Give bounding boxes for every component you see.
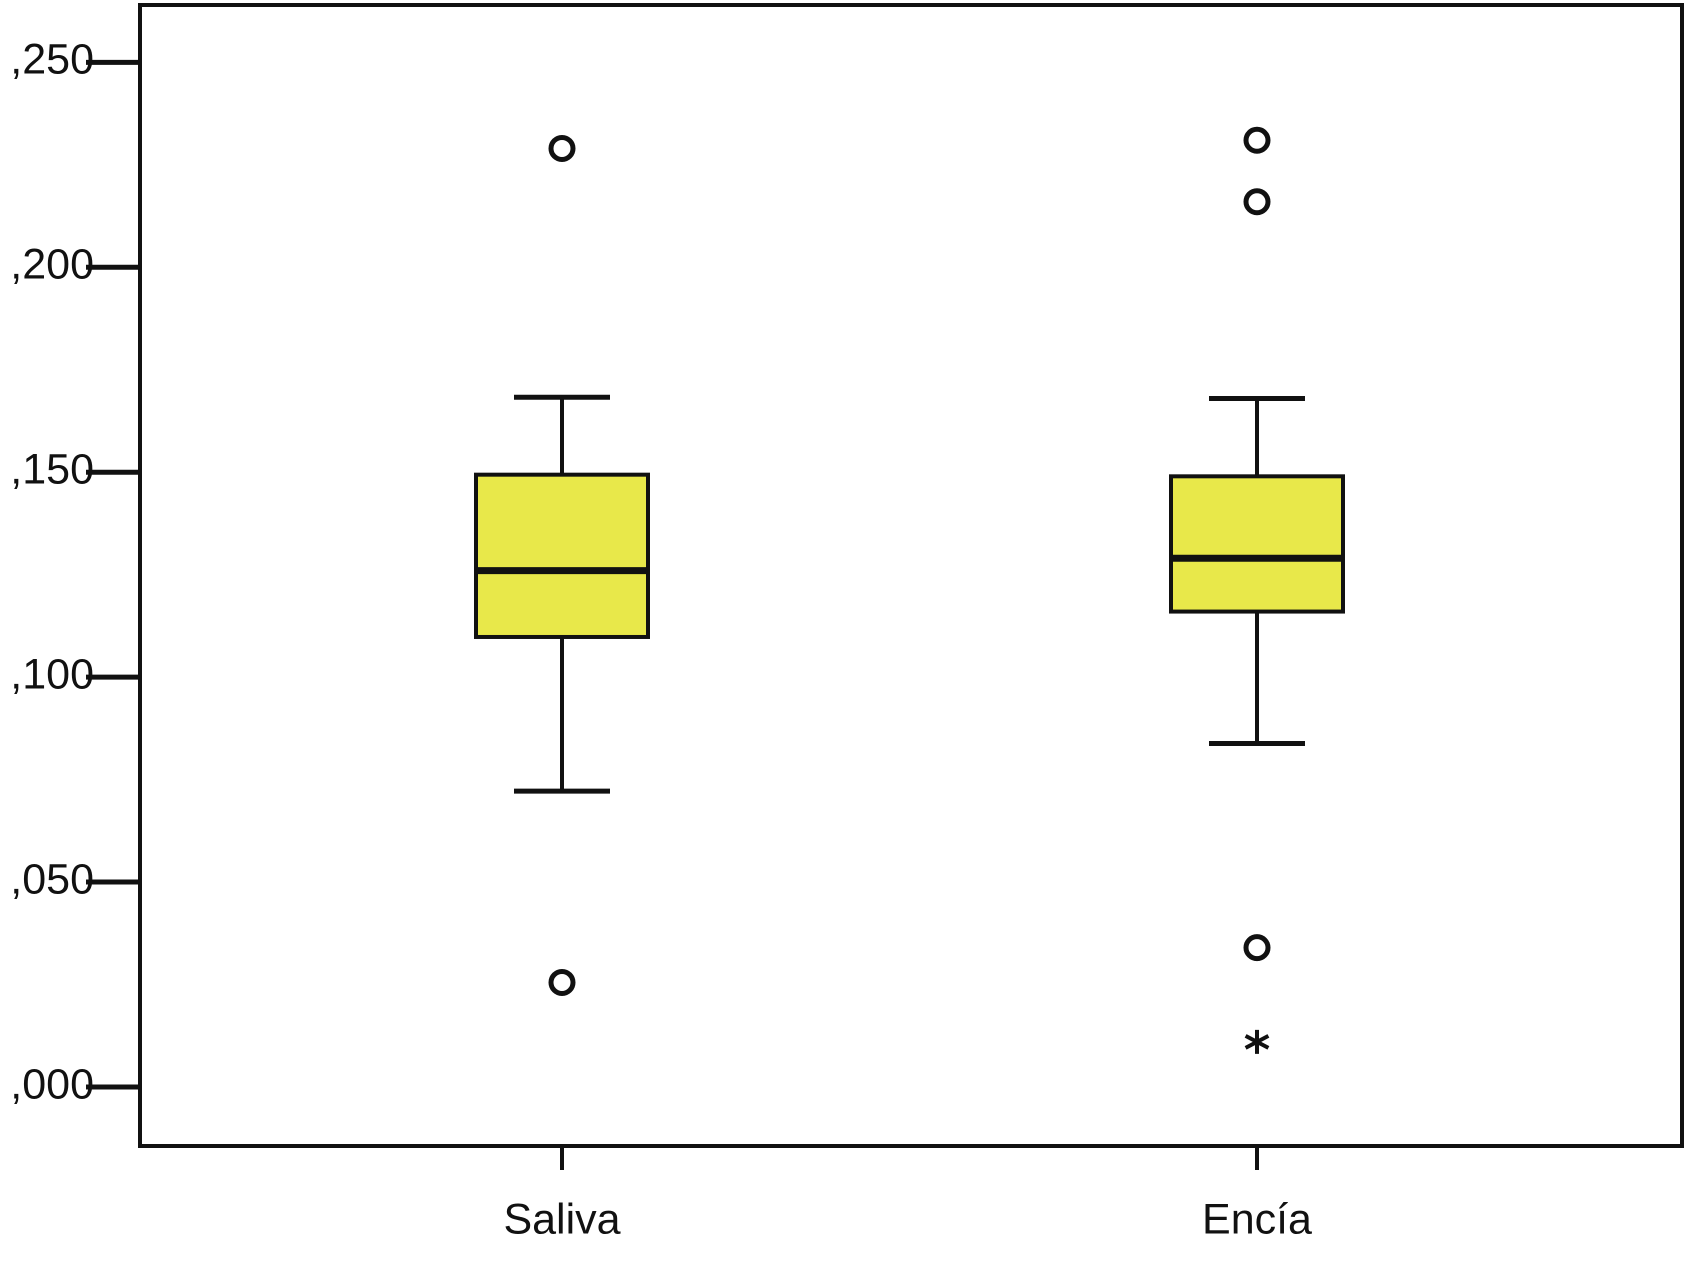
box xyxy=(474,472,650,639)
outlier xyxy=(1243,126,1271,154)
y-tick-label: ,100 xyxy=(10,651,94,699)
box xyxy=(1169,474,1345,614)
y-tick-label: ,150 xyxy=(10,446,94,494)
x-tick-label: Saliva xyxy=(503,1195,620,1243)
y-tick-label: ,000 xyxy=(10,1060,94,1108)
outlier xyxy=(548,968,576,996)
outlier xyxy=(1243,188,1271,216)
extreme xyxy=(1244,1029,1270,1054)
y-tick-label: ,200 xyxy=(10,241,94,289)
outlier xyxy=(548,134,576,162)
x-tick-label: Encía xyxy=(1202,1195,1312,1243)
y-tick-label: ,250 xyxy=(10,36,94,84)
plot-frame xyxy=(138,3,1684,1148)
y-tick-label: ,050 xyxy=(10,855,94,903)
outlier xyxy=(1243,934,1271,962)
